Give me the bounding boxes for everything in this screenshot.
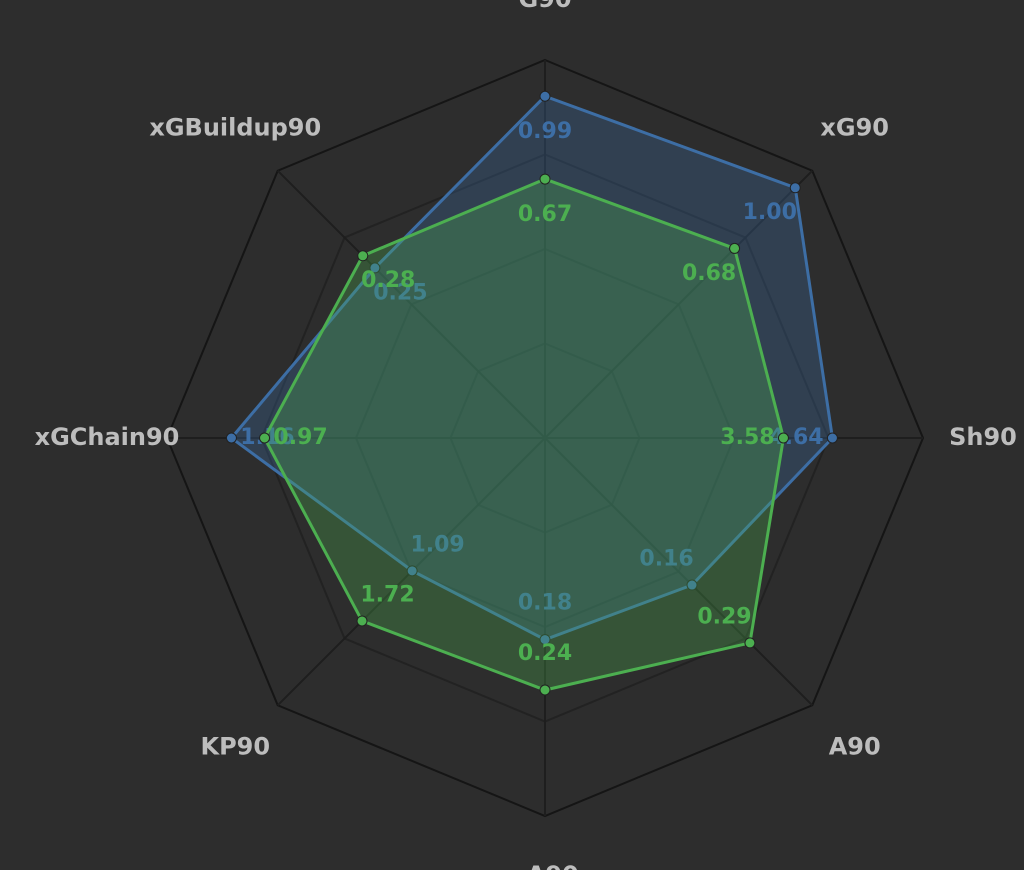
value-label: 0.68 bbox=[682, 261, 736, 286]
data-point bbox=[539, 90, 551, 102]
data-point bbox=[356, 615, 368, 627]
data-point bbox=[729, 242, 741, 254]
value-label: 0.24 bbox=[518, 641, 572, 666]
axis-label: xA90 bbox=[511, 861, 578, 870]
data-point bbox=[539, 173, 551, 185]
value-label: 1.00 bbox=[743, 200, 797, 225]
data-point bbox=[259, 432, 271, 444]
data-point bbox=[539, 684, 551, 696]
data-point bbox=[789, 182, 801, 194]
data-point bbox=[357, 250, 369, 262]
axis-spoke bbox=[544, 170, 813, 439]
axis-label: G90 bbox=[518, 0, 571, 13]
axis-label: A90 bbox=[829, 733, 881, 761]
axis-label: xG90 bbox=[820, 113, 889, 141]
value-label: 3.58 bbox=[720, 425, 774, 450]
axis-label: xGBuildup90 bbox=[149, 113, 321, 141]
axis-label: KP90 bbox=[200, 733, 270, 761]
value-label: 0.18 bbox=[518, 591, 572, 616]
data-point bbox=[406, 565, 418, 577]
value-label: 0.16 bbox=[639, 547, 693, 572]
value-label: 0.28 bbox=[361, 268, 415, 293]
value-label: 1.72 bbox=[360, 583, 414, 608]
data-point bbox=[826, 432, 838, 444]
value-label: 1.09 bbox=[410, 532, 464, 557]
data-point bbox=[225, 432, 237, 444]
axis-spoke bbox=[277, 170, 546, 439]
data-point bbox=[744, 637, 756, 649]
axis-label: Sh90 bbox=[949, 423, 1017, 451]
value-label: 0.97 bbox=[273, 425, 327, 450]
axis-label: xGChain90 bbox=[35, 423, 180, 451]
data-point bbox=[686, 579, 698, 591]
value-label: 0.29 bbox=[697, 604, 751, 629]
value-label: 0.25 bbox=[373, 280, 427, 305]
data-point bbox=[539, 634, 551, 646]
data-point bbox=[369, 262, 381, 274]
value-label: 0.99 bbox=[518, 119, 572, 144]
value-label: 0.67 bbox=[518, 202, 572, 227]
axis-spoke bbox=[544, 437, 813, 706]
data-point bbox=[777, 432, 789, 444]
